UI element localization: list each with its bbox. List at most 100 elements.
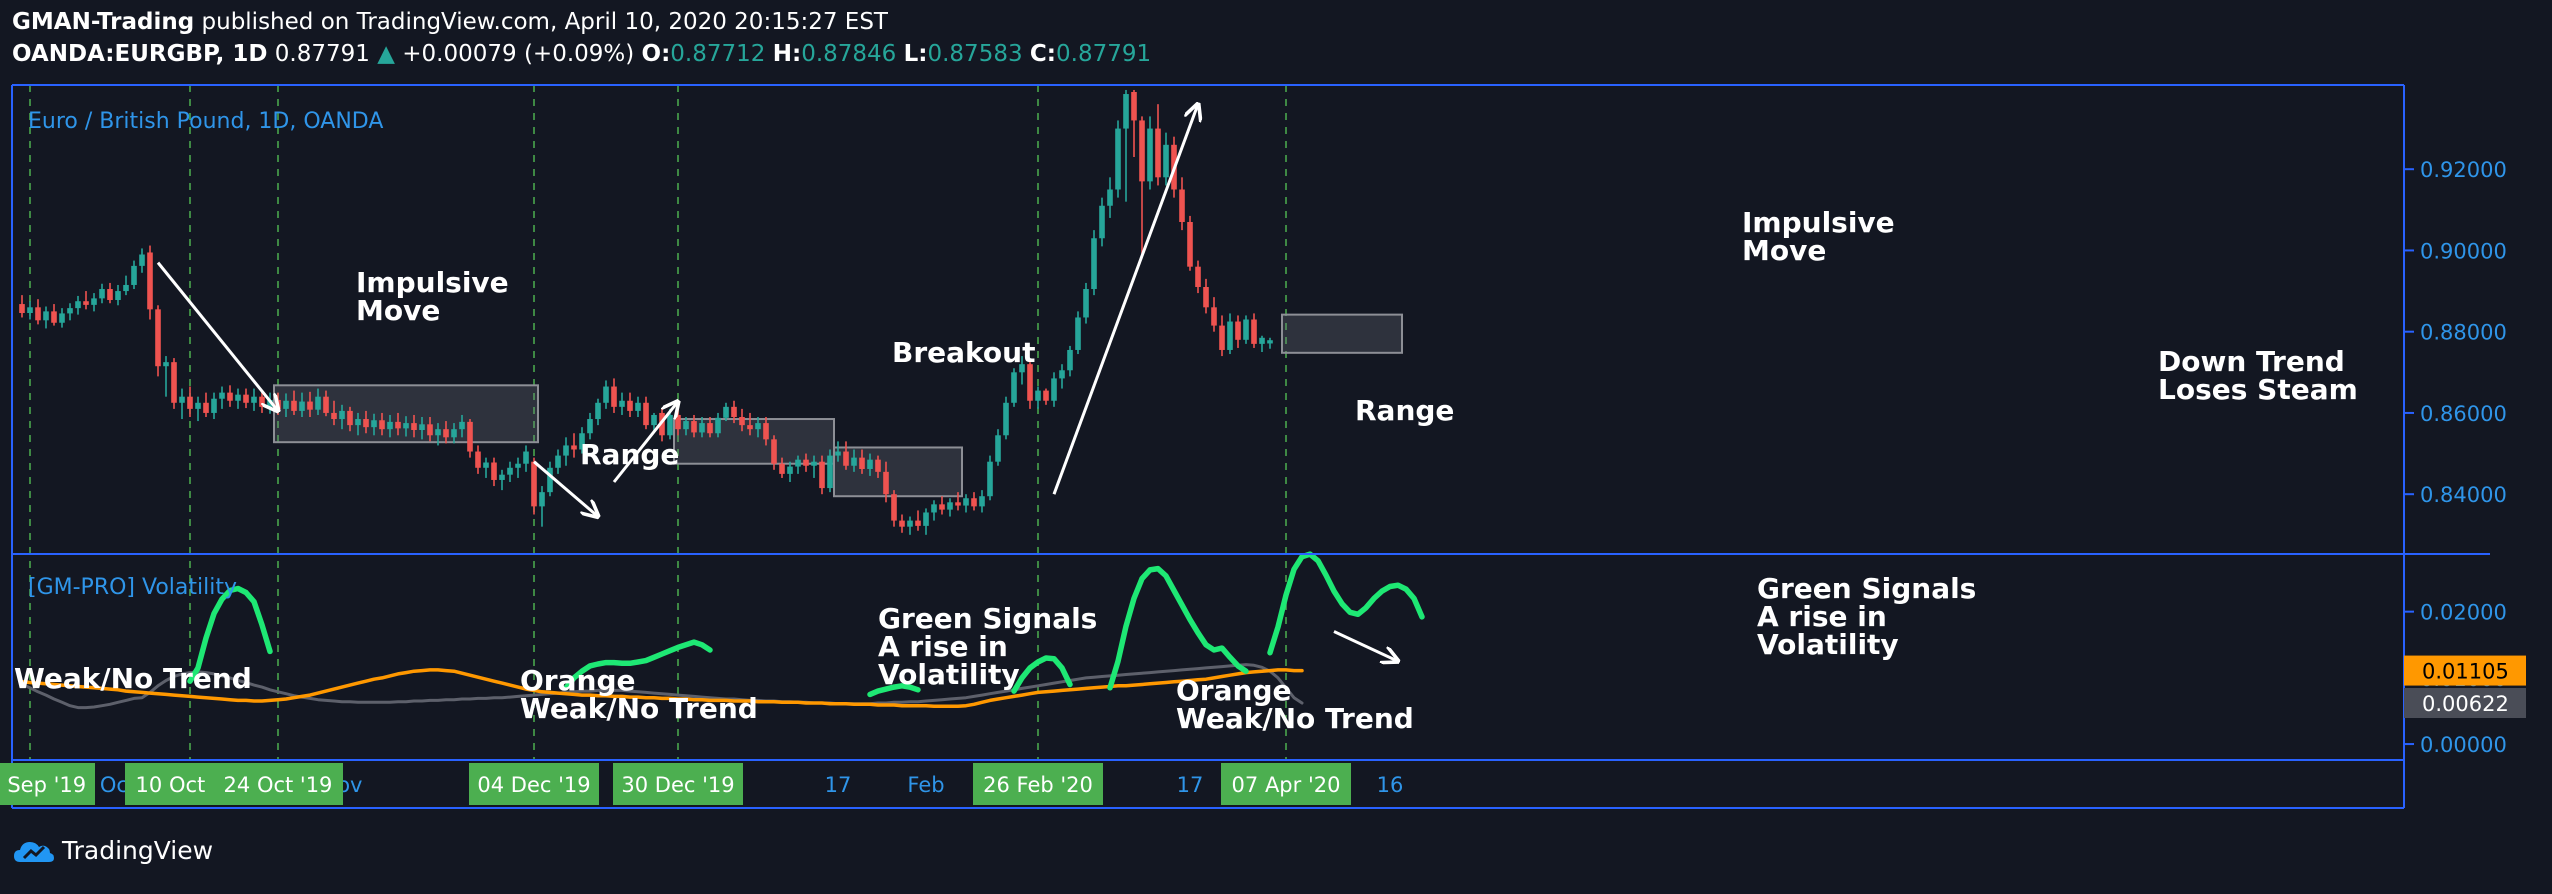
date-marker [973,763,1103,805]
candle-body [619,400,625,407]
candle-body [1219,325,1225,350]
candle-body [459,421,465,430]
candle-body [1267,340,1273,344]
candle-body [563,445,569,456]
candle-body [571,445,577,450]
candle-body [1131,92,1137,121]
price-tick-label: 0.84000 [2420,483,2507,507]
candle-body [875,459,881,472]
candle-body [827,455,833,489]
candle-body [883,471,889,495]
volatility-green-line [187,585,273,684]
candle-body [211,398,217,413]
candle-body [475,451,481,468]
candle-body [67,308,73,314]
publish-line: GMAN-Trading published on TradingView.co… [12,6,1151,38]
candle-body [891,494,897,521]
range-box [673,418,835,465]
candle-body [155,309,161,367]
candle-body [99,289,105,299]
volatility-green-line [1267,551,1425,656]
ohlc-line: OANDA:EURGBP, 1D 0.87791 ▲ +0.00079 (+0.… [12,38,1151,70]
candle-body [75,301,81,309]
close-value: 0.87791 [1056,41,1152,67]
candle-body [1211,307,1217,326]
candle-body [443,429,449,438]
time-tick-label: Feb [907,773,944,797]
author[interactable]: GMAN-Trading [12,9,195,35]
candle-body [707,423,713,434]
candle-body [499,474,505,480]
volatility-tick-label: 0.02000 [2420,601,2507,625]
candle-body [395,421,401,429]
tradingview-brand: TradingView [62,836,214,865]
candle-body [1139,120,1145,182]
volatility-orange-line [20,668,1304,709]
candle-body [107,289,113,300]
time-tick-label: 16 [1377,773,1404,797]
candle-body [1187,222,1193,267]
candle-body [907,520,913,527]
candle-body [899,520,905,527]
candle-body [259,396,265,407]
candle-body [251,396,257,403]
orange-last-value: 0.01105 [2422,660,2509,684]
axes: 0.84000 0.86000 0.88000 0.90000 0.92000 0.000… [0,158,2526,805]
candle-body [307,401,313,410]
annotation-green-signals-2: Green Signals A rise in Volatility [1757,572,1976,661]
candle-body [1227,321,1233,350]
date-marker [469,763,599,805]
candle-body [1251,319,1257,344]
candle-body [955,502,961,506]
date-marker [1221,763,1351,805]
candle-body [987,461,993,497]
candle-body [131,265,137,285]
candle-body [1179,189,1185,222]
price-change: +0.00079 (+0.09%) [402,41,635,67]
candle-body [379,420,385,430]
candle-body [1091,238,1097,290]
candle-body [83,301,89,305]
volatility-gray-line [20,663,1304,710]
candle-body [803,459,809,466]
candle-body [203,402,209,413]
candle-body [723,406,729,418]
candle-body [1003,402,1009,436]
annotation-impulsive-move-1: Impulsive Move [356,266,509,327]
candle-body [531,461,537,507]
candle-body [419,424,425,430]
volatility-green-line [867,683,921,698]
candle-body [795,459,801,467]
candle-body [179,396,185,403]
high-label: H: [772,41,802,67]
candle-body [939,504,945,510]
candle-body [763,423,769,440]
chart-area[interactable]: 0.84000 0.86000 0.88000 0.90000 0.92000 0.000… [0,80,2552,824]
range-box [1281,313,1403,354]
candle-body [43,311,49,321]
candle-body [1019,364,1025,373]
candle-body [547,467,553,493]
candle-body [595,402,601,420]
candle-body [819,461,825,489]
date-marker-label: 30 Dec '19 [621,773,734,797]
change-up-icon: ▲ [377,41,395,67]
candle-body [355,419,361,426]
volatility-green-line [563,639,713,691]
candle-body [683,421,689,430]
annotation-weak-no-trend: Weak/No Trend [14,662,252,695]
annotation-breakout: Breakout [892,336,1035,369]
candle-body [467,421,473,452]
price-tick-label: 0.92000 [2420,158,2507,182]
gray-last-value: 0.00622 [2422,692,2509,716]
candle-body [667,414,673,436]
candle-body [587,419,593,434]
candle-body [635,402,641,411]
date-marker-label: 26 Feb '20 [983,773,1093,797]
candle-body [1195,266,1201,287]
candle-body [19,304,25,313]
date-marker-label: 24 Oct '19 [224,773,333,797]
trend-arrow [156,261,278,411]
candle-body [851,457,857,466]
tradingview-logo[interactable]: TradingView [14,836,213,865]
